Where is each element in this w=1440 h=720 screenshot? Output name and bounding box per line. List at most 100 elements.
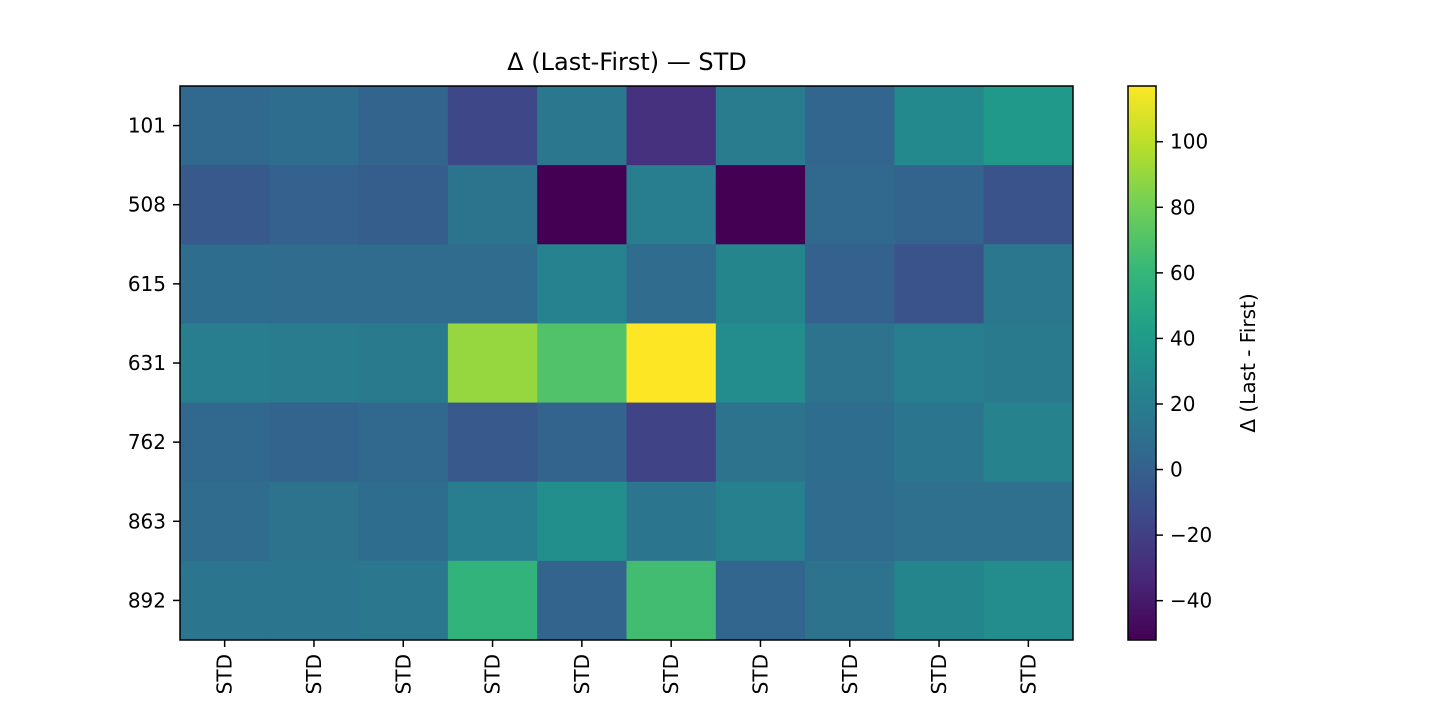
heatmap-cell bbox=[180, 560, 270, 641]
x-tick-label: STD bbox=[481, 654, 505, 694]
heatmap-cell bbox=[805, 86, 895, 166]
heatmap-cell bbox=[537, 481, 627, 562]
heatmap-cell bbox=[269, 560, 360, 641]
colorbar-tick-label: 80 bbox=[1170, 195, 1195, 219]
colorbar-tick-label: −20 bbox=[1170, 523, 1212, 547]
heatmap-cell bbox=[269, 86, 360, 166]
heatmap-cell bbox=[180, 86, 270, 166]
heatmap-cell bbox=[715, 86, 806, 166]
heatmap-cell bbox=[894, 560, 985, 641]
heatmap-cell bbox=[447, 402, 538, 483]
heatmap-cell bbox=[715, 481, 806, 562]
heatmap-cell bbox=[626, 323, 717, 404]
y-tick-label: 762 bbox=[128, 430, 166, 454]
heatmap-cell bbox=[447, 481, 538, 562]
heatmap-cell bbox=[805, 481, 895, 562]
heatmap-cell bbox=[805, 560, 895, 641]
heatmap-cell bbox=[447, 560, 538, 641]
heatmap-cell bbox=[447, 244, 538, 324]
heatmap-cell bbox=[983, 481, 1074, 562]
x-tick-label: STD bbox=[302, 654, 326, 694]
heatmap-cell bbox=[983, 560, 1074, 641]
heatmap-cell bbox=[358, 323, 449, 404]
heatmap-cell bbox=[805, 323, 895, 404]
colorbar: −40 −20 0 20 40 60 80 100 Δ (Last - First) bbox=[1127, 85, 1260, 641]
x-tick-label: STD bbox=[927, 654, 951, 694]
heatmap-cell bbox=[715, 560, 806, 641]
heatmap-cell bbox=[537, 323, 627, 404]
heatmap-cell bbox=[180, 323, 270, 404]
heatmap-cells bbox=[180, 86, 1074, 641]
heatmap-cell bbox=[447, 323, 538, 404]
colorbar-tick-label: 100 bbox=[1170, 130, 1208, 154]
heatmap-cell bbox=[715, 402, 806, 483]
heatmap-cell bbox=[983, 402, 1074, 483]
colorbar-label: Δ (Last - First) bbox=[1236, 293, 1260, 432]
y-tick-label: 892 bbox=[128, 588, 166, 612]
heatmap-cell bbox=[537, 560, 627, 641]
x-tick-label: STD bbox=[748, 654, 772, 694]
heatmap-cell bbox=[537, 86, 627, 166]
x-tick-label: STD bbox=[213, 654, 237, 694]
y-tick-label: 863 bbox=[128, 509, 166, 533]
heatmap-cell bbox=[715, 323, 806, 404]
colorbar-tick-label: −40 bbox=[1170, 589, 1212, 613]
heatmap-cell bbox=[983, 165, 1074, 245]
heatmap-cell bbox=[269, 402, 360, 483]
colorbar-scale bbox=[1127, 85, 1157, 641]
heatmap-cell bbox=[894, 86, 985, 166]
heatmap-cell bbox=[537, 244, 627, 324]
heatmap-cell bbox=[715, 165, 806, 245]
heatmap-cell bbox=[715, 244, 806, 324]
heatmap-cell bbox=[983, 244, 1074, 324]
heatmap-cell bbox=[447, 165, 538, 245]
heatmap-cell bbox=[269, 244, 360, 324]
heatmap-cell bbox=[180, 165, 270, 245]
x-axis: STD STD STD STD STD STD STD STD STD STD bbox=[213, 640, 1040, 694]
heatmap-cell bbox=[894, 244, 985, 324]
heatmap-cell bbox=[805, 244, 895, 324]
heatmap-cell bbox=[269, 165, 360, 245]
heatmap-cell bbox=[358, 560, 449, 641]
heatmap-cell bbox=[983, 323, 1074, 404]
heatmap-cell bbox=[626, 402, 717, 483]
y-tick-label: 101 bbox=[128, 114, 166, 138]
heatmap-cell bbox=[894, 481, 985, 562]
heatmap-cell bbox=[626, 560, 717, 641]
y-tick-label: 508 bbox=[128, 193, 166, 217]
heatmap-cell bbox=[180, 244, 270, 324]
heatmap-cell bbox=[894, 323, 985, 404]
x-tick-label: STD bbox=[838, 654, 862, 694]
heatmap-cell bbox=[626, 86, 717, 166]
colorbar-tick-label: 0 bbox=[1170, 458, 1183, 482]
heatmap-cell bbox=[358, 86, 449, 166]
heatmap-cell bbox=[805, 165, 895, 245]
chart-title: Δ (Last-First) — STD bbox=[507, 48, 747, 76]
heatmap-cell bbox=[894, 402, 985, 483]
heatmap-cell bbox=[537, 402, 627, 483]
x-tick-label: STD bbox=[659, 654, 683, 694]
colorbar-tick-label: 60 bbox=[1170, 261, 1195, 285]
heatmap-cell bbox=[983, 86, 1074, 166]
heatmap-cell bbox=[358, 402, 449, 483]
heatmap-cell bbox=[626, 481, 717, 562]
heatmap-cell bbox=[447, 86, 538, 166]
y-axis: 101 508 615 631 762 863 892 bbox=[128, 114, 180, 612]
heatmap-cell bbox=[180, 402, 270, 483]
y-tick-label: 615 bbox=[128, 272, 166, 296]
x-tick-label: STD bbox=[570, 654, 594, 694]
x-tick-label: STD bbox=[391, 654, 415, 694]
colorbar-tick-label: 20 bbox=[1170, 392, 1195, 416]
heatmap-cell bbox=[626, 244, 717, 324]
heatmap-cell bbox=[269, 323, 360, 404]
heatmap-cell bbox=[358, 244, 449, 324]
heatmap-cell bbox=[180, 481, 270, 562]
x-tick-label: STD bbox=[1016, 654, 1040, 694]
heatmap-cell bbox=[537, 165, 627, 245]
colorbar-tick-label: 40 bbox=[1170, 326, 1195, 350]
heatmap-cell bbox=[626, 165, 717, 245]
heatmap-cell bbox=[805, 402, 895, 483]
heatmap-cell bbox=[269, 481, 360, 562]
heatmap-cell bbox=[358, 165, 449, 245]
